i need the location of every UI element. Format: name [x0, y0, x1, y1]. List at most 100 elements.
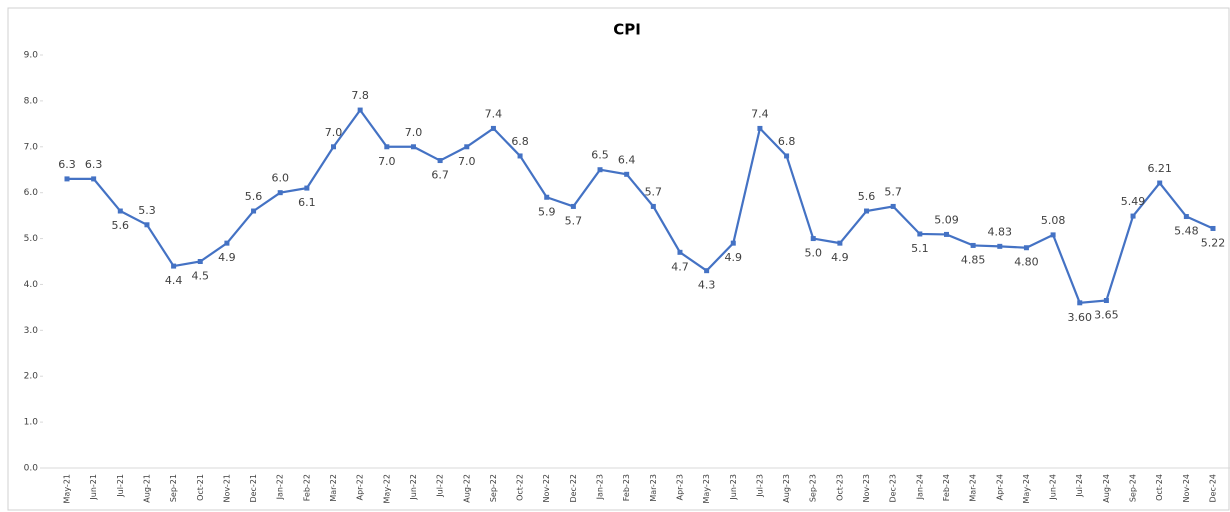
value-label: 5.08 — [1041, 214, 1066, 227]
data-point — [490, 125, 496, 131]
x-tick-label: Aug-21 — [142, 474, 151, 503]
data-point — [650, 203, 656, 209]
x-tick-label: Aug-23 — [782, 474, 791, 503]
value-label: 7.8 — [351, 89, 369, 102]
data-point — [570, 203, 576, 209]
x-tick-label: Nov-24 — [1182, 474, 1191, 502]
x-tick-label: Dec-24 — [1209, 474, 1218, 503]
data-point — [1050, 232, 1056, 238]
x-tick-label: Apr-22 — [356, 474, 365, 500]
data-point — [890, 203, 896, 209]
value-label: 3.60 — [1067, 311, 1092, 324]
x-tick-label: Jul-21 — [116, 474, 125, 498]
x-tick-label: Jun-21 — [89, 474, 98, 501]
data-point — [331, 144, 337, 150]
value-label: 6.8 — [511, 135, 529, 148]
value-label: 5.1 — [911, 242, 929, 255]
data-point — [970, 242, 976, 248]
y-tick-label: 0.0 — [24, 464, 39, 474]
data-point — [251, 208, 257, 214]
x-tick-label: Jun-22 — [409, 474, 418, 501]
y-tick-label: 3.0 — [24, 326, 39, 336]
value-label: 4.7 — [671, 260, 689, 273]
data-point — [810, 236, 816, 242]
data-point — [437, 158, 443, 164]
x-tick-label: May-22 — [382, 474, 391, 503]
x-tick-label: Jul-22 — [436, 474, 445, 498]
y-tick-label: 7.0 — [24, 142, 39, 152]
data-point — [1210, 225, 1216, 231]
value-label: 5.7 — [884, 185, 902, 198]
data-point — [91, 176, 97, 182]
data-point — [997, 243, 1003, 249]
value-label: 5.7 — [645, 185, 663, 198]
x-tick-label: Oct-22 — [516, 474, 525, 501]
x-tick-label: Feb-22 — [302, 474, 311, 501]
value-label: 6.4 — [618, 153, 636, 166]
value-label: 6.0 — [271, 172, 289, 185]
x-tick-label: Sep-21 — [169, 474, 178, 502]
data-point — [304, 185, 310, 191]
x-tick-label: May-24 — [1022, 474, 1031, 503]
data-point — [704, 268, 710, 274]
value-label: 5.9 — [538, 205, 556, 218]
data-point — [1157, 180, 1163, 186]
value-label: 6.7 — [431, 169, 449, 182]
value-label: 4.9 — [725, 251, 743, 264]
data-point — [357, 107, 363, 113]
y-tick-label: 9.0 — [24, 51, 39, 61]
data-point — [943, 231, 949, 237]
x-tick-label: Jul-24 — [1075, 474, 1084, 498]
data-point — [1130, 213, 1136, 219]
value-label: 4.80 — [1014, 256, 1039, 269]
x-tick-label: Aug-24 — [1102, 474, 1111, 503]
x-tick-label: Sep-24 — [1129, 474, 1138, 502]
value-label: 7.4 — [751, 107, 769, 120]
value-label: 6.3 — [58, 158, 76, 171]
value-label: 7.0 — [405, 126, 423, 139]
value-label: 5.6 — [112, 219, 130, 232]
value-label: 7.0 — [325, 126, 343, 139]
x-tick-label: Nov-23 — [862, 474, 871, 502]
cpi-line — [67, 108, 1214, 304]
data-point — [864, 208, 870, 214]
value-label: 3.65 — [1094, 309, 1119, 322]
x-tick-label: Mar-24 — [969, 474, 978, 502]
x-tick-label: Dec-21 — [249, 474, 258, 503]
data-point — [624, 171, 630, 177]
data-point — [171, 263, 177, 269]
data-point — [1183, 214, 1189, 220]
value-label: 7.0 — [458, 155, 476, 168]
data-point — [64, 176, 70, 182]
x-tick-label: Jan-24 — [915, 474, 924, 500]
y-tick-label: 6.0 — [24, 188, 39, 198]
x-tick-label: Jul-23 — [755, 474, 764, 498]
data-point — [544, 194, 550, 200]
value-label: 4.85 — [961, 253, 986, 266]
y-tick-label: 4.0 — [24, 280, 39, 290]
x-tick-label: Jan-23 — [596, 474, 605, 500]
x-tick-label: Sep-22 — [489, 474, 498, 502]
value-label: 5.49 — [1121, 195, 1146, 208]
value-label: 5.6 — [858, 190, 876, 203]
data-point — [384, 144, 390, 150]
chart-frame — [7, 7, 1230, 511]
value-label: 7.4 — [485, 107, 503, 120]
data-point — [1023, 245, 1029, 251]
x-tick-label: Feb-24 — [942, 474, 951, 501]
data-point — [597, 167, 603, 173]
x-tick-label: Mar-23 — [649, 474, 658, 502]
data-point — [837, 240, 843, 246]
x-tick-label: Oct-23 — [835, 474, 844, 501]
value-label: 6.1 — [298, 196, 316, 209]
x-tick-label: Nov-22 — [542, 474, 551, 502]
y-tick-label: 8.0 — [24, 96, 39, 106]
data-point — [730, 240, 736, 246]
data-point — [784, 153, 790, 159]
data-point — [517, 153, 523, 159]
x-tick-label: Aug-22 — [462, 474, 471, 503]
value-label: 4.83 — [988, 225, 1013, 238]
data-point — [1103, 298, 1109, 304]
value-label: 6.8 — [778, 135, 796, 148]
